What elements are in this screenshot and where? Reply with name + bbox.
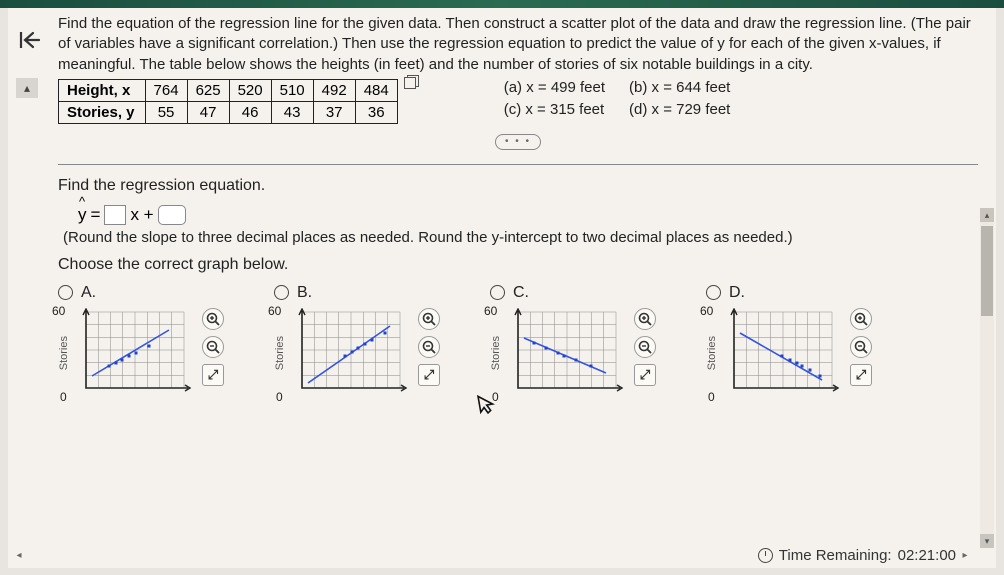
choice-c: C. Stories 60 0 ⤢ xyxy=(490,284,656,398)
choose-graph-prompt: Choose the correct graph below. xyxy=(58,256,978,274)
clock-icon xyxy=(758,548,773,563)
scroll-right-icon[interactable]: ▸ xyxy=(958,548,972,562)
scrollbar[interactable]: ▴ ▾ xyxy=(980,208,994,548)
choice-d: D. Stories 60 0 ⤢ xyxy=(706,284,872,398)
expand-icon[interactable]: ⤢ xyxy=(850,364,872,386)
cell: 492 xyxy=(313,79,355,101)
copy-table-icon[interactable] xyxy=(404,75,420,89)
y-axis-label: Stories xyxy=(274,336,286,370)
collapse-toggle[interactable]: ▴ xyxy=(16,78,38,98)
row-label-x: Height, x xyxy=(59,79,146,101)
rounding-hint: (Round the slope to three decimal places… xyxy=(63,229,978,246)
radio-a[interactable] xyxy=(58,285,73,300)
subq-b: (b) x = 644 feet xyxy=(629,79,730,96)
scroll-down-icon[interactable]: ▾ xyxy=(980,534,994,548)
label-b: B. xyxy=(297,284,312,302)
cell: 510 xyxy=(271,79,313,101)
data-table: Height, x 764 625 520 510 492 484 Storie… xyxy=(58,79,398,124)
subq-c: (c) x = 315 feet xyxy=(504,101,604,118)
problem-statement: Find the equation of the regression line… xyxy=(58,14,978,75)
subq-a: (a) x = 499 feet xyxy=(504,79,605,96)
plot-b: 60 0 xyxy=(290,308,410,398)
time-remaining: Time Remaining: 02:21:00 xyxy=(758,547,956,564)
scroll-thumb[interactable] xyxy=(981,226,993,316)
plot-d: 60 0 xyxy=(722,308,842,398)
cell: 764 xyxy=(145,79,187,101)
zoom-out-icon[interactable] xyxy=(850,336,872,358)
choice-b: B. Stories 60 0 ⤢ xyxy=(274,284,440,398)
scroll-up-icon[interactable]: ▴ xyxy=(980,208,994,222)
radio-b[interactable] xyxy=(274,285,289,300)
expand-icon[interactable]: ⤢ xyxy=(634,364,656,386)
zoom-in-icon[interactable] xyxy=(850,308,872,330)
label-a: A. xyxy=(81,284,96,302)
cell: 55 xyxy=(145,101,187,123)
cell: 484 xyxy=(355,79,397,101)
cell: 43 xyxy=(271,101,313,123)
choice-a: A. Stories 60 0 ⤢ xyxy=(58,284,224,398)
y-axis-label: Stories xyxy=(58,336,70,370)
regression-equation: y = x + xyxy=(78,205,978,225)
more-button[interactable]: • • • xyxy=(495,134,541,150)
intercept-input[interactable] xyxy=(158,205,186,225)
cell: 36 xyxy=(355,101,397,123)
radio-d[interactable] xyxy=(706,285,721,300)
expand-icon[interactable]: ⤢ xyxy=(202,364,224,386)
cell: 46 xyxy=(229,101,271,123)
label-d: D. xyxy=(729,284,745,302)
zoom-out-icon[interactable] xyxy=(634,336,656,358)
subq-d: (d) x = 729 feet xyxy=(629,101,730,118)
cell: 37 xyxy=(313,101,355,123)
back-button[interactable] xyxy=(16,26,44,54)
y-axis-label: Stories xyxy=(490,336,502,370)
plot-a: 60 0 xyxy=(74,308,194,398)
cell: 625 xyxy=(187,79,229,101)
zoom-in-icon[interactable] xyxy=(418,308,440,330)
y-hat: y xyxy=(78,205,87,225)
zoom-in-icon[interactable] xyxy=(634,308,656,330)
graph-choices: A. Stories 60 0 ⤢ B. xyxy=(58,284,978,398)
cell: 520 xyxy=(229,79,271,101)
plot-c: 60 0 xyxy=(506,308,626,398)
expand-icon[interactable]: ⤢ xyxy=(418,364,440,386)
find-regression-prompt: Find the regression equation. xyxy=(58,177,978,195)
label-c: C. xyxy=(513,284,529,302)
cell: 47 xyxy=(187,101,229,123)
window-top-accent xyxy=(0,0,1004,8)
slope-input[interactable] xyxy=(104,205,126,225)
zoom-out-icon[interactable] xyxy=(202,336,224,358)
zoom-out-icon[interactable] xyxy=(418,336,440,358)
scroll-left-icon[interactable]: ◂ xyxy=(12,548,26,562)
worksheet-page: ▴ Find the equation of the regression li… xyxy=(8,8,996,568)
divider xyxy=(58,164,978,165)
y-axis-label: Stories xyxy=(706,336,718,370)
radio-c[interactable] xyxy=(490,285,505,300)
zoom-in-icon[interactable] xyxy=(202,308,224,330)
row-label-y: Stories, y xyxy=(59,101,146,123)
